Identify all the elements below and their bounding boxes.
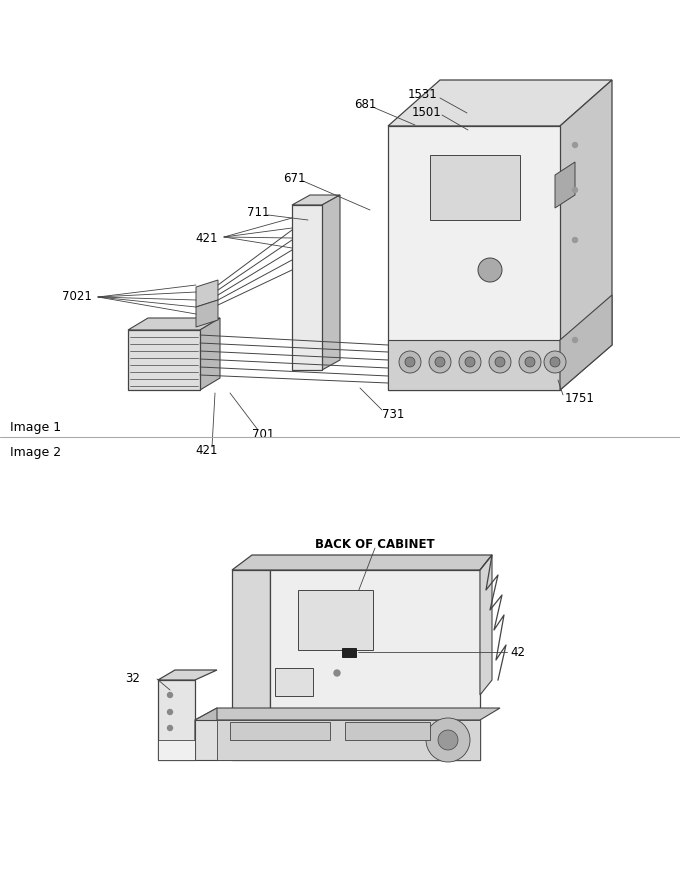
Polygon shape — [270, 570, 480, 760]
Circle shape — [167, 709, 173, 715]
Polygon shape — [555, 162, 575, 208]
Circle shape — [544, 351, 566, 373]
Circle shape — [405, 357, 415, 367]
Polygon shape — [158, 740, 195, 760]
Polygon shape — [560, 295, 612, 390]
Circle shape — [525, 357, 535, 367]
Polygon shape — [480, 555, 492, 695]
Text: 7021: 7021 — [62, 290, 92, 304]
Circle shape — [399, 351, 421, 373]
Circle shape — [435, 357, 445, 367]
Text: 1501: 1501 — [412, 106, 442, 119]
Polygon shape — [128, 330, 200, 390]
Text: 421: 421 — [195, 231, 218, 245]
Text: 32: 32 — [125, 672, 140, 686]
Text: 731: 731 — [382, 407, 405, 421]
Bar — [230, 722, 330, 740]
Circle shape — [573, 238, 577, 243]
Circle shape — [465, 357, 475, 367]
Polygon shape — [322, 195, 340, 370]
Bar — [342, 648, 356, 657]
Circle shape — [429, 351, 451, 373]
Circle shape — [573, 187, 577, 193]
Polygon shape — [196, 300, 218, 327]
Polygon shape — [388, 340, 560, 390]
Text: BACK OF CABINET: BACK OF CABINET — [316, 539, 435, 552]
Bar — [430, 155, 520, 220]
Circle shape — [573, 143, 577, 148]
Polygon shape — [195, 708, 500, 720]
Polygon shape — [195, 708, 217, 760]
Text: 711: 711 — [247, 206, 269, 218]
Bar — [298, 590, 373, 650]
Text: 681: 681 — [354, 98, 376, 111]
Polygon shape — [292, 195, 340, 205]
Circle shape — [495, 357, 505, 367]
Polygon shape — [128, 318, 220, 330]
Polygon shape — [158, 680, 195, 760]
Polygon shape — [232, 570, 270, 760]
Circle shape — [334, 670, 340, 676]
Bar — [345, 722, 430, 740]
Polygon shape — [200, 318, 220, 390]
Circle shape — [167, 693, 173, 698]
Polygon shape — [388, 80, 612, 126]
Circle shape — [519, 351, 541, 373]
Polygon shape — [195, 720, 480, 760]
Circle shape — [426, 718, 470, 762]
Bar — [217, 720, 480, 760]
Text: 701: 701 — [252, 428, 274, 441]
Text: Image 1: Image 1 — [10, 421, 61, 434]
Text: 671: 671 — [283, 172, 305, 185]
Circle shape — [478, 258, 502, 282]
Polygon shape — [560, 80, 612, 390]
Text: 42: 42 — [510, 646, 525, 658]
Text: Image 2: Image 2 — [10, 446, 61, 458]
Bar — [275, 668, 313, 696]
Text: 421: 421 — [195, 444, 218, 457]
Polygon shape — [158, 670, 217, 680]
Circle shape — [489, 351, 511, 373]
Polygon shape — [388, 126, 560, 390]
Text: 1531: 1531 — [408, 87, 438, 100]
Circle shape — [459, 351, 481, 373]
Polygon shape — [232, 555, 492, 570]
Circle shape — [167, 725, 173, 730]
Text: 1751: 1751 — [565, 392, 595, 405]
Circle shape — [438, 730, 458, 750]
Circle shape — [573, 338, 577, 342]
Polygon shape — [292, 205, 322, 370]
Circle shape — [550, 357, 560, 367]
Polygon shape — [196, 280, 218, 307]
